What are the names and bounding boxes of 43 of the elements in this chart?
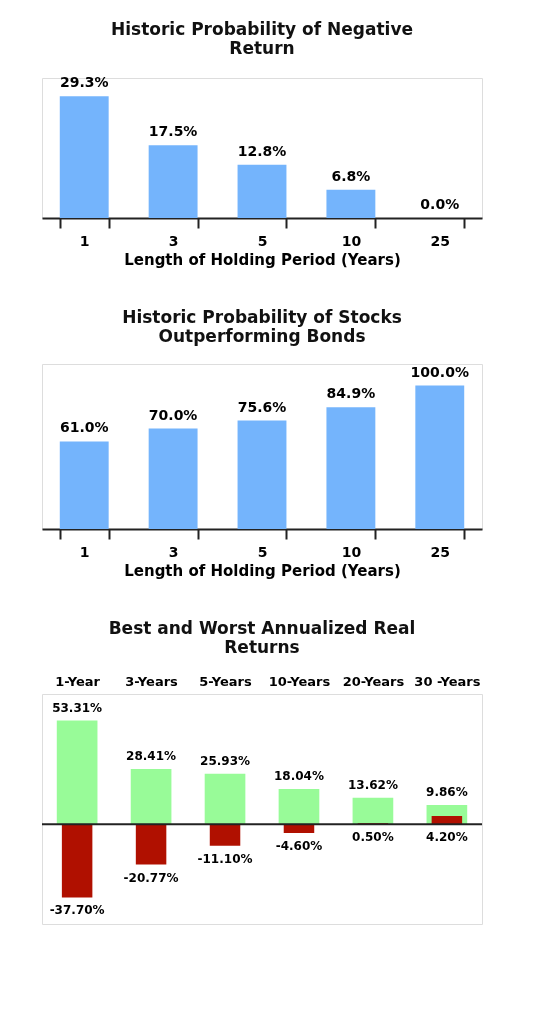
data-label: 0.0%: [420, 196, 460, 212]
x-tick-label: 1: [79, 543, 90, 560]
data-label: 75.6%: [237, 398, 287, 415]
data-label: 70.0%: [148, 406, 198, 423]
chart-title: Historic Probability of Negative Return: [110, 19, 414, 59]
data-label: 9.86%: [426, 785, 468, 800]
data-label: 100.0%: [410, 363, 469, 380]
data-label: 84.9%: [326, 385, 376, 402]
data-label: 28.41%: [126, 748, 177, 763]
data-label: 0.50%: [352, 830, 394, 845]
x-tick-label: 3: [168, 232, 179, 249]
data-label: 25.93%: [200, 753, 251, 768]
x-axis-title: Length of Holding Period (Years): [124, 250, 401, 269]
data-label: -37.70%: [49, 903, 105, 918]
data-label: 4.20%: [426, 830, 468, 845]
x-tick-label: 1: [79, 232, 90, 249]
data-label: -11.10%: [197, 851, 253, 866]
data-label: 53.31%: [52, 700, 103, 715]
x-tick-label: 3-Years: [125, 673, 179, 689]
data-label: 13.62%: [347, 777, 398, 792]
x-tick-label: 30 -Years: [414, 673, 481, 689]
chart-title: Best and Worst Annualized Real Returns: [108, 618, 416, 657]
data-label: 12.8%: [237, 142, 287, 159]
x-axis-title: Length of Holding Period (Years): [124, 561, 401, 580]
data-label: -4.60%: [275, 839, 323, 854]
data-label: -20.77%: [123, 870, 179, 885]
data-label: 29.3%: [59, 74, 109, 91]
x-tick-label: 5-Years: [199, 673, 253, 689]
chart-title: Historic Probability of Stocks Outperforming Bonds: [122, 307, 402, 346]
x-tick-label: 20-Years: [342, 673, 405, 689]
x-tick-label: 10: [341, 543, 362, 560]
x-tick-label: 5: [257, 543, 268, 560]
x-tick-label: 25: [430, 232, 451, 249]
data-label: 6.8%: [331, 167, 371, 184]
data-label: 61.0%: [59, 419, 109, 436]
x-tick-label: 3: [168, 543, 179, 560]
data-label: 18.04%: [273, 769, 324, 784]
x-tick-label: 25: [430, 543, 451, 560]
x-tick-label: 10-Years: [268, 673, 331, 689]
x-tick-label: 10: [341, 232, 362, 249]
data-label: 17.5%: [148, 123, 198, 140]
x-tick-label: 5: [257, 232, 268, 249]
x-tick-label: 1-Year: [55, 673, 101, 689]
